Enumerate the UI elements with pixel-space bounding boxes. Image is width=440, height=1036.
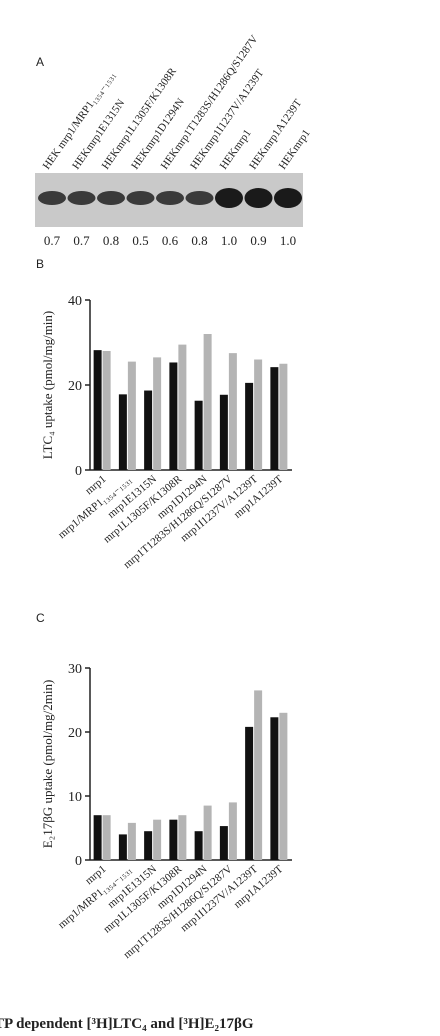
bar: [279, 363, 288, 470]
lane-label: HEKmrp1A1239T: [247, 97, 304, 172]
bar: [169, 819, 178, 860]
blot-band: [185, 191, 214, 205]
bar: [270, 367, 279, 470]
panel-label: C: [36, 611, 45, 625]
blot-band: [38, 191, 66, 205]
band-density: 1.0: [221, 233, 237, 248]
blot-band: [244, 188, 273, 208]
blot-band: [97, 191, 125, 205]
y-tick-label: 10: [68, 790, 82, 805]
blot-band: [156, 191, 184, 205]
y-tick-label: 40: [68, 294, 82, 309]
bar: [93, 815, 102, 860]
bar: [144, 831, 153, 860]
bar: [118, 834, 127, 860]
bar: [194, 831, 203, 860]
blot-band: [274, 188, 302, 208]
bar: [194, 400, 203, 470]
bar: [169, 362, 178, 470]
band-density: 0.9: [250, 233, 266, 248]
bar: [144, 390, 153, 470]
blot-band: [67, 191, 96, 205]
bar: [153, 357, 162, 470]
lane-label: HEKmrp1E1315N: [70, 97, 127, 172]
lane-label: HEKmrp1D1294N: [129, 96, 187, 172]
caption: TP dependent [³H]LTC₄ and [³H]E₂17βG: [0, 1016, 254, 1032]
bar: [102, 351, 111, 470]
band-density: 0.6: [162, 233, 179, 248]
bar: [228, 802, 237, 860]
bar: [127, 361, 136, 470]
y-tick-label: 30: [68, 662, 82, 677]
bar: [178, 344, 187, 470]
bar: [228, 353, 237, 470]
bar: [93, 350, 102, 470]
band-density: 0.5: [132, 233, 148, 248]
bar: [245, 382, 254, 470]
bar: [279, 712, 288, 860]
bar: [270, 717, 279, 860]
bar: [118, 394, 127, 470]
y-axis-label: LTC₄ uptake (pmol/mg/min): [40, 311, 55, 459]
bar: [102, 815, 111, 860]
bar: [254, 690, 263, 860]
panel-label: B: [36, 257, 44, 271]
band-density: 1.0: [280, 233, 296, 248]
bar: [245, 726, 254, 860]
bar: [203, 334, 212, 470]
panel-label: A: [36, 55, 44, 69]
bar: [219, 826, 228, 860]
y-axis-label: E₂17βG uptake (pmol/mg/2min): [40, 680, 55, 849]
blot-band: [126, 191, 155, 205]
bar: [127, 822, 136, 860]
y-tick-label: 0: [75, 854, 82, 869]
band-density: 0.7: [73, 233, 90, 248]
y-tick-label: 20: [68, 726, 82, 741]
y-tick-label: 20: [68, 379, 82, 394]
band-density: 0.8: [103, 233, 119, 248]
bar: [219, 394, 228, 470]
band-density: 0.8: [191, 233, 207, 248]
bar: [153, 819, 162, 860]
bar: [203, 805, 212, 860]
bar: [254, 359, 263, 470]
blot-band: [215, 188, 243, 208]
bar: [178, 815, 187, 860]
y-tick-label: 0: [75, 464, 82, 479]
band-density: 0.7: [44, 233, 61, 248]
